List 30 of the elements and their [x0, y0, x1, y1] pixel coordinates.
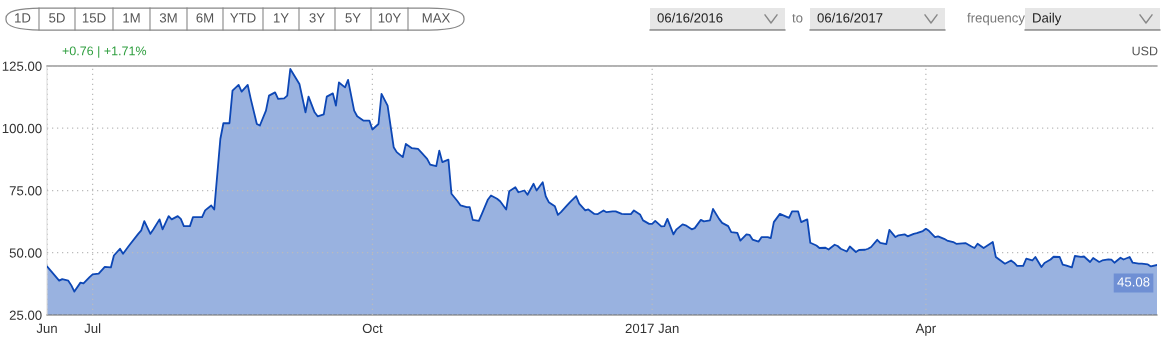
y-tick-label: 25.00	[9, 310, 42, 320]
y-tick-label: 75.00	[9, 186, 42, 196]
y-tick-label: 125.00	[2, 61, 42, 71]
text: 5D	[49, 13, 65, 23]
text: 06/16/2017	[817, 12, 883, 23]
x-tick-label: Oct	[362, 323, 383, 334]
y-tick-label: 100.00	[2, 123, 42, 134]
y-tick-label: 50.00	[9, 248, 42, 258]
text: Daily	[1033, 12, 1062, 26]
text: YTD	[230, 13, 256, 23]
text: 1D	[15, 13, 31, 23]
text: 15D	[82, 13, 106, 23]
text: MAX	[422, 13, 451, 23]
text: 10Y	[378, 13, 401, 23]
text: 1M	[123, 13, 140, 23]
x-tick-label: Apr	[915, 323, 936, 336]
text: 06/16/2016	[657, 12, 723, 23]
x-tick-label: 2017 Jan	[625, 323, 679, 334]
text: USD	[1132, 46, 1158, 56]
text: 1Y	[273, 13, 289, 23]
annotation: 45.08	[1117, 277, 1150, 287]
text: to	[792, 13, 803, 23]
text: 5Y	[345, 13, 361, 23]
x-tick-label: Jun	[36, 323, 57, 334]
text: 3M	[159, 13, 177, 23]
text: +0.76 | +1.71%	[62, 46, 147, 58]
text: 3Y	[309, 13, 325, 23]
x-tick-label: Jul	[84, 323, 101, 334]
text: 6M	[196, 13, 214, 23]
text: frequency	[967, 12, 1025, 26]
